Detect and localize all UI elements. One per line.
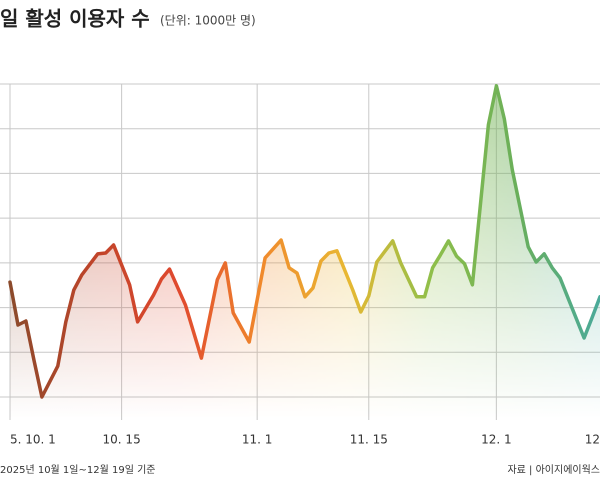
chart-subtitle: (단위: 1000만 명) bbox=[160, 14, 256, 28]
x-tick-label: 11. 1 bbox=[242, 433, 273, 447]
area bbox=[10, 85, 600, 418]
x-tick-label: 12. 1 bbox=[481, 433, 512, 447]
line bbox=[8, 84, 600, 399]
x-tick-label: 11. 15 bbox=[350, 433, 388, 447]
x-tick-label: 5. 10. 1 bbox=[10, 433, 56, 447]
x-tick-label: 12 bbox=[585, 433, 600, 447]
note: 2025년 10월 1일~12월 19일 기준 bbox=[0, 464, 155, 476]
chart-title: 일 활성 이용자 수 bbox=[0, 7, 150, 31]
source: 자료 | 아이지에이웍스 bbox=[507, 464, 600, 476]
x-tick-label: 10. 15 bbox=[103, 433, 141, 447]
